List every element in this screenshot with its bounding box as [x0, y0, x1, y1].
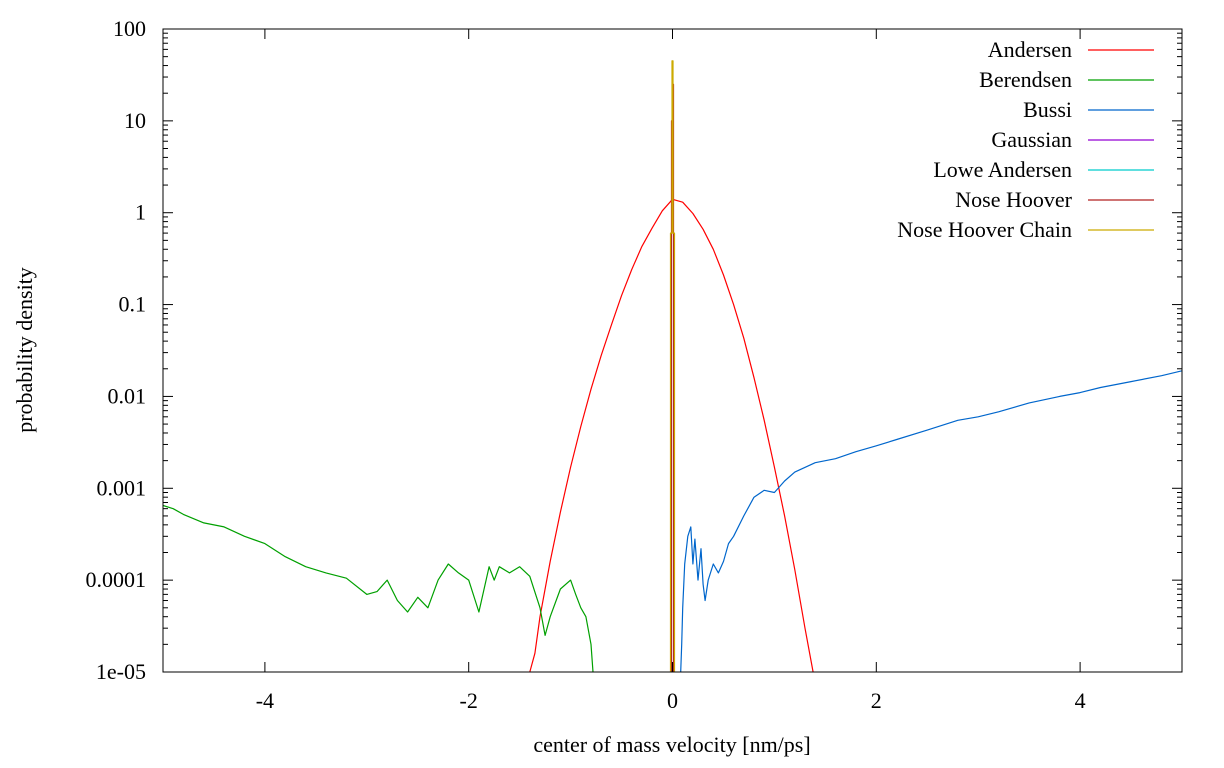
- legend-label: Nose Hoover: [955, 187, 1072, 212]
- series-lines: [163, 60, 1182, 672]
- legend-label: Andersen: [988, 37, 1072, 62]
- x-tick-label: 0: [667, 688, 678, 713]
- legend-label: Gaussian: [991, 127, 1072, 152]
- legend-label: Nose Hoover Chain: [897, 217, 1072, 242]
- series-line-nose-hoover-chain: [669, 60, 676, 672]
- y-tick-label: 0.0001: [86, 567, 147, 592]
- series-line-andersen: [529, 198, 814, 672]
- x-tick-label: -4: [256, 688, 274, 713]
- y-tick-label: 0.01: [108, 383, 147, 408]
- legend-label: Bussi: [1023, 97, 1072, 122]
- y-axis-label: probability density: [12, 267, 37, 433]
- series-line-bussi: [680, 370, 1182, 672]
- legend-label: Berendsen: [979, 67, 1072, 92]
- ticks: -4 -2 0 2 4 1e-05 0.0001 0.001 0.01 0.1 1 10 100: [86, 16, 1182, 713]
- y-tick-label: 1: [135, 200, 146, 225]
- series-line-berendsen: [163, 504, 594, 672]
- x-tick-label: 4: [1075, 688, 1086, 713]
- y-tick-label: 1e-05: [96, 659, 146, 684]
- y-tick-label: 10: [124, 108, 146, 133]
- y-tick-label: 0.001: [97, 475, 147, 500]
- y-tick-label: 0.1: [119, 292, 147, 317]
- x-tick-label: 2: [871, 688, 882, 713]
- x-axis-label: center of mass velocity [nm/ps]: [533, 732, 810, 757]
- y-tick-label: 100: [113, 16, 146, 41]
- legend: Andersen Berendsen Bussi Gaussian Lowe Ander…: [897, 37, 1154, 242]
- legend-label: Lowe Andersen: [933, 157, 1072, 182]
- x-tick-label: -2: [460, 688, 478, 713]
